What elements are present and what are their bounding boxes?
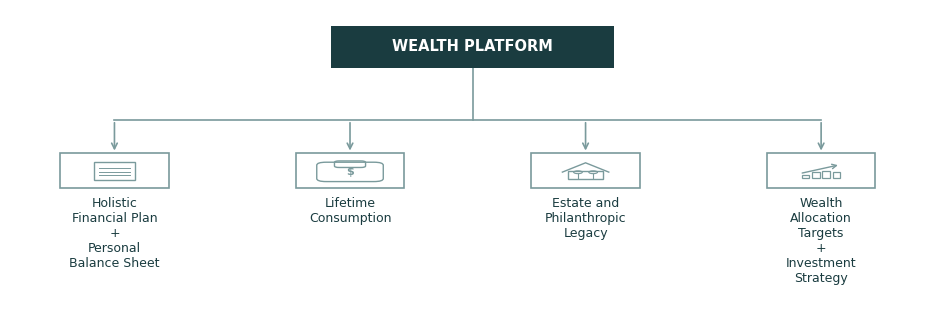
Bar [821, 170, 829, 178]
FancyBboxPatch shape [767, 153, 874, 188]
Bar [811, 172, 818, 178]
Text: $: $ [346, 167, 353, 177]
Text: Holistic
Financial Plan
+
Personal
Balance Sheet: Holistic Financial Plan + Personal Balan… [69, 197, 160, 270]
Text: Estate and
Philanthropic
Legacy: Estate and Philanthropic Legacy [544, 197, 626, 241]
Text: Lifetime
Consumption: Lifetime Consumption [309, 197, 391, 225]
FancyBboxPatch shape [60, 153, 168, 188]
Text: Wealth
Allocation
Targets
+
Investment
Strategy: Wealth Allocation Targets + Investment S… [785, 197, 855, 286]
Bar [801, 175, 809, 178]
FancyBboxPatch shape [330, 26, 614, 68]
Bar [567, 171, 602, 179]
FancyBboxPatch shape [295, 153, 404, 188]
FancyBboxPatch shape [531, 153, 639, 188]
Text: WEALTH PLATFORM: WEALTH PLATFORM [392, 39, 552, 55]
Bar [832, 172, 839, 178]
Bar [93, 162, 135, 180]
